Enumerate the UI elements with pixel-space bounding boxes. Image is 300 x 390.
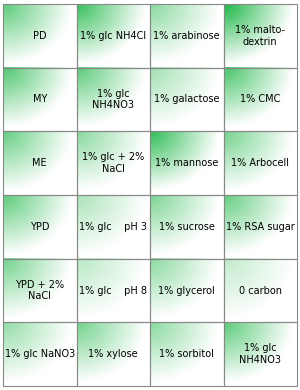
Text: 1% glc NH4Cl: 1% glc NH4Cl bbox=[80, 31, 146, 41]
Bar bbox=[150, 259, 224, 323]
Text: 1% RSA sugar: 1% RSA sugar bbox=[226, 222, 295, 232]
Bar bbox=[150, 195, 224, 259]
Text: YPD: YPD bbox=[30, 222, 50, 232]
Bar bbox=[3, 67, 76, 131]
Text: 1% sorbitol: 1% sorbitol bbox=[159, 349, 214, 359]
Bar bbox=[3, 195, 76, 259]
Text: YPD + 2%
NaCl: YPD + 2% NaCl bbox=[15, 280, 64, 301]
Text: 1% xylose: 1% xylose bbox=[88, 349, 138, 359]
Bar bbox=[3, 4, 76, 67]
Bar bbox=[224, 323, 297, 386]
Bar bbox=[76, 195, 150, 259]
Text: 1% arabinose: 1% arabinose bbox=[153, 31, 220, 41]
Text: 1% glc + 2%
NaCl: 1% glc + 2% NaCl bbox=[82, 152, 144, 174]
Text: 0 carbon: 0 carbon bbox=[239, 285, 282, 296]
Bar bbox=[76, 67, 150, 131]
Bar bbox=[224, 67, 297, 131]
Text: 1% glycerol: 1% glycerol bbox=[158, 285, 215, 296]
Text: MY: MY bbox=[33, 94, 47, 105]
Text: 1% CMC: 1% CMC bbox=[240, 94, 280, 105]
Text: 1% galactose: 1% galactose bbox=[154, 94, 220, 105]
Bar bbox=[150, 67, 224, 131]
Text: 1% sucrose: 1% sucrose bbox=[159, 222, 215, 232]
Text: 1% glc
NH4NO3: 1% glc NH4NO3 bbox=[92, 89, 134, 110]
Bar bbox=[150, 4, 224, 67]
Bar bbox=[224, 195, 297, 259]
Text: 1% glc    pH 8: 1% glc pH 8 bbox=[79, 285, 147, 296]
Bar bbox=[3, 323, 76, 386]
Bar bbox=[224, 131, 297, 195]
Bar bbox=[76, 131, 150, 195]
Text: ME: ME bbox=[32, 158, 47, 168]
Bar bbox=[76, 259, 150, 323]
Bar bbox=[150, 323, 224, 386]
Bar bbox=[76, 4, 150, 67]
Text: 1% malto-
dextrin: 1% malto- dextrin bbox=[235, 25, 285, 46]
Text: 1% glc NaNO3: 1% glc NaNO3 bbox=[4, 349, 75, 359]
Text: 1% mannose: 1% mannose bbox=[155, 158, 218, 168]
Bar bbox=[224, 4, 297, 67]
Bar bbox=[3, 259, 76, 323]
Bar bbox=[3, 131, 76, 195]
Text: 1% Arbocell: 1% Arbocell bbox=[231, 158, 289, 168]
Bar bbox=[224, 259, 297, 323]
Text: 1% glc    pH 3: 1% glc pH 3 bbox=[79, 222, 147, 232]
Bar bbox=[76, 323, 150, 386]
Text: PD: PD bbox=[33, 31, 46, 41]
Bar bbox=[150, 131, 224, 195]
Text: 1% glc
NH4NO3: 1% glc NH4NO3 bbox=[239, 344, 281, 365]
